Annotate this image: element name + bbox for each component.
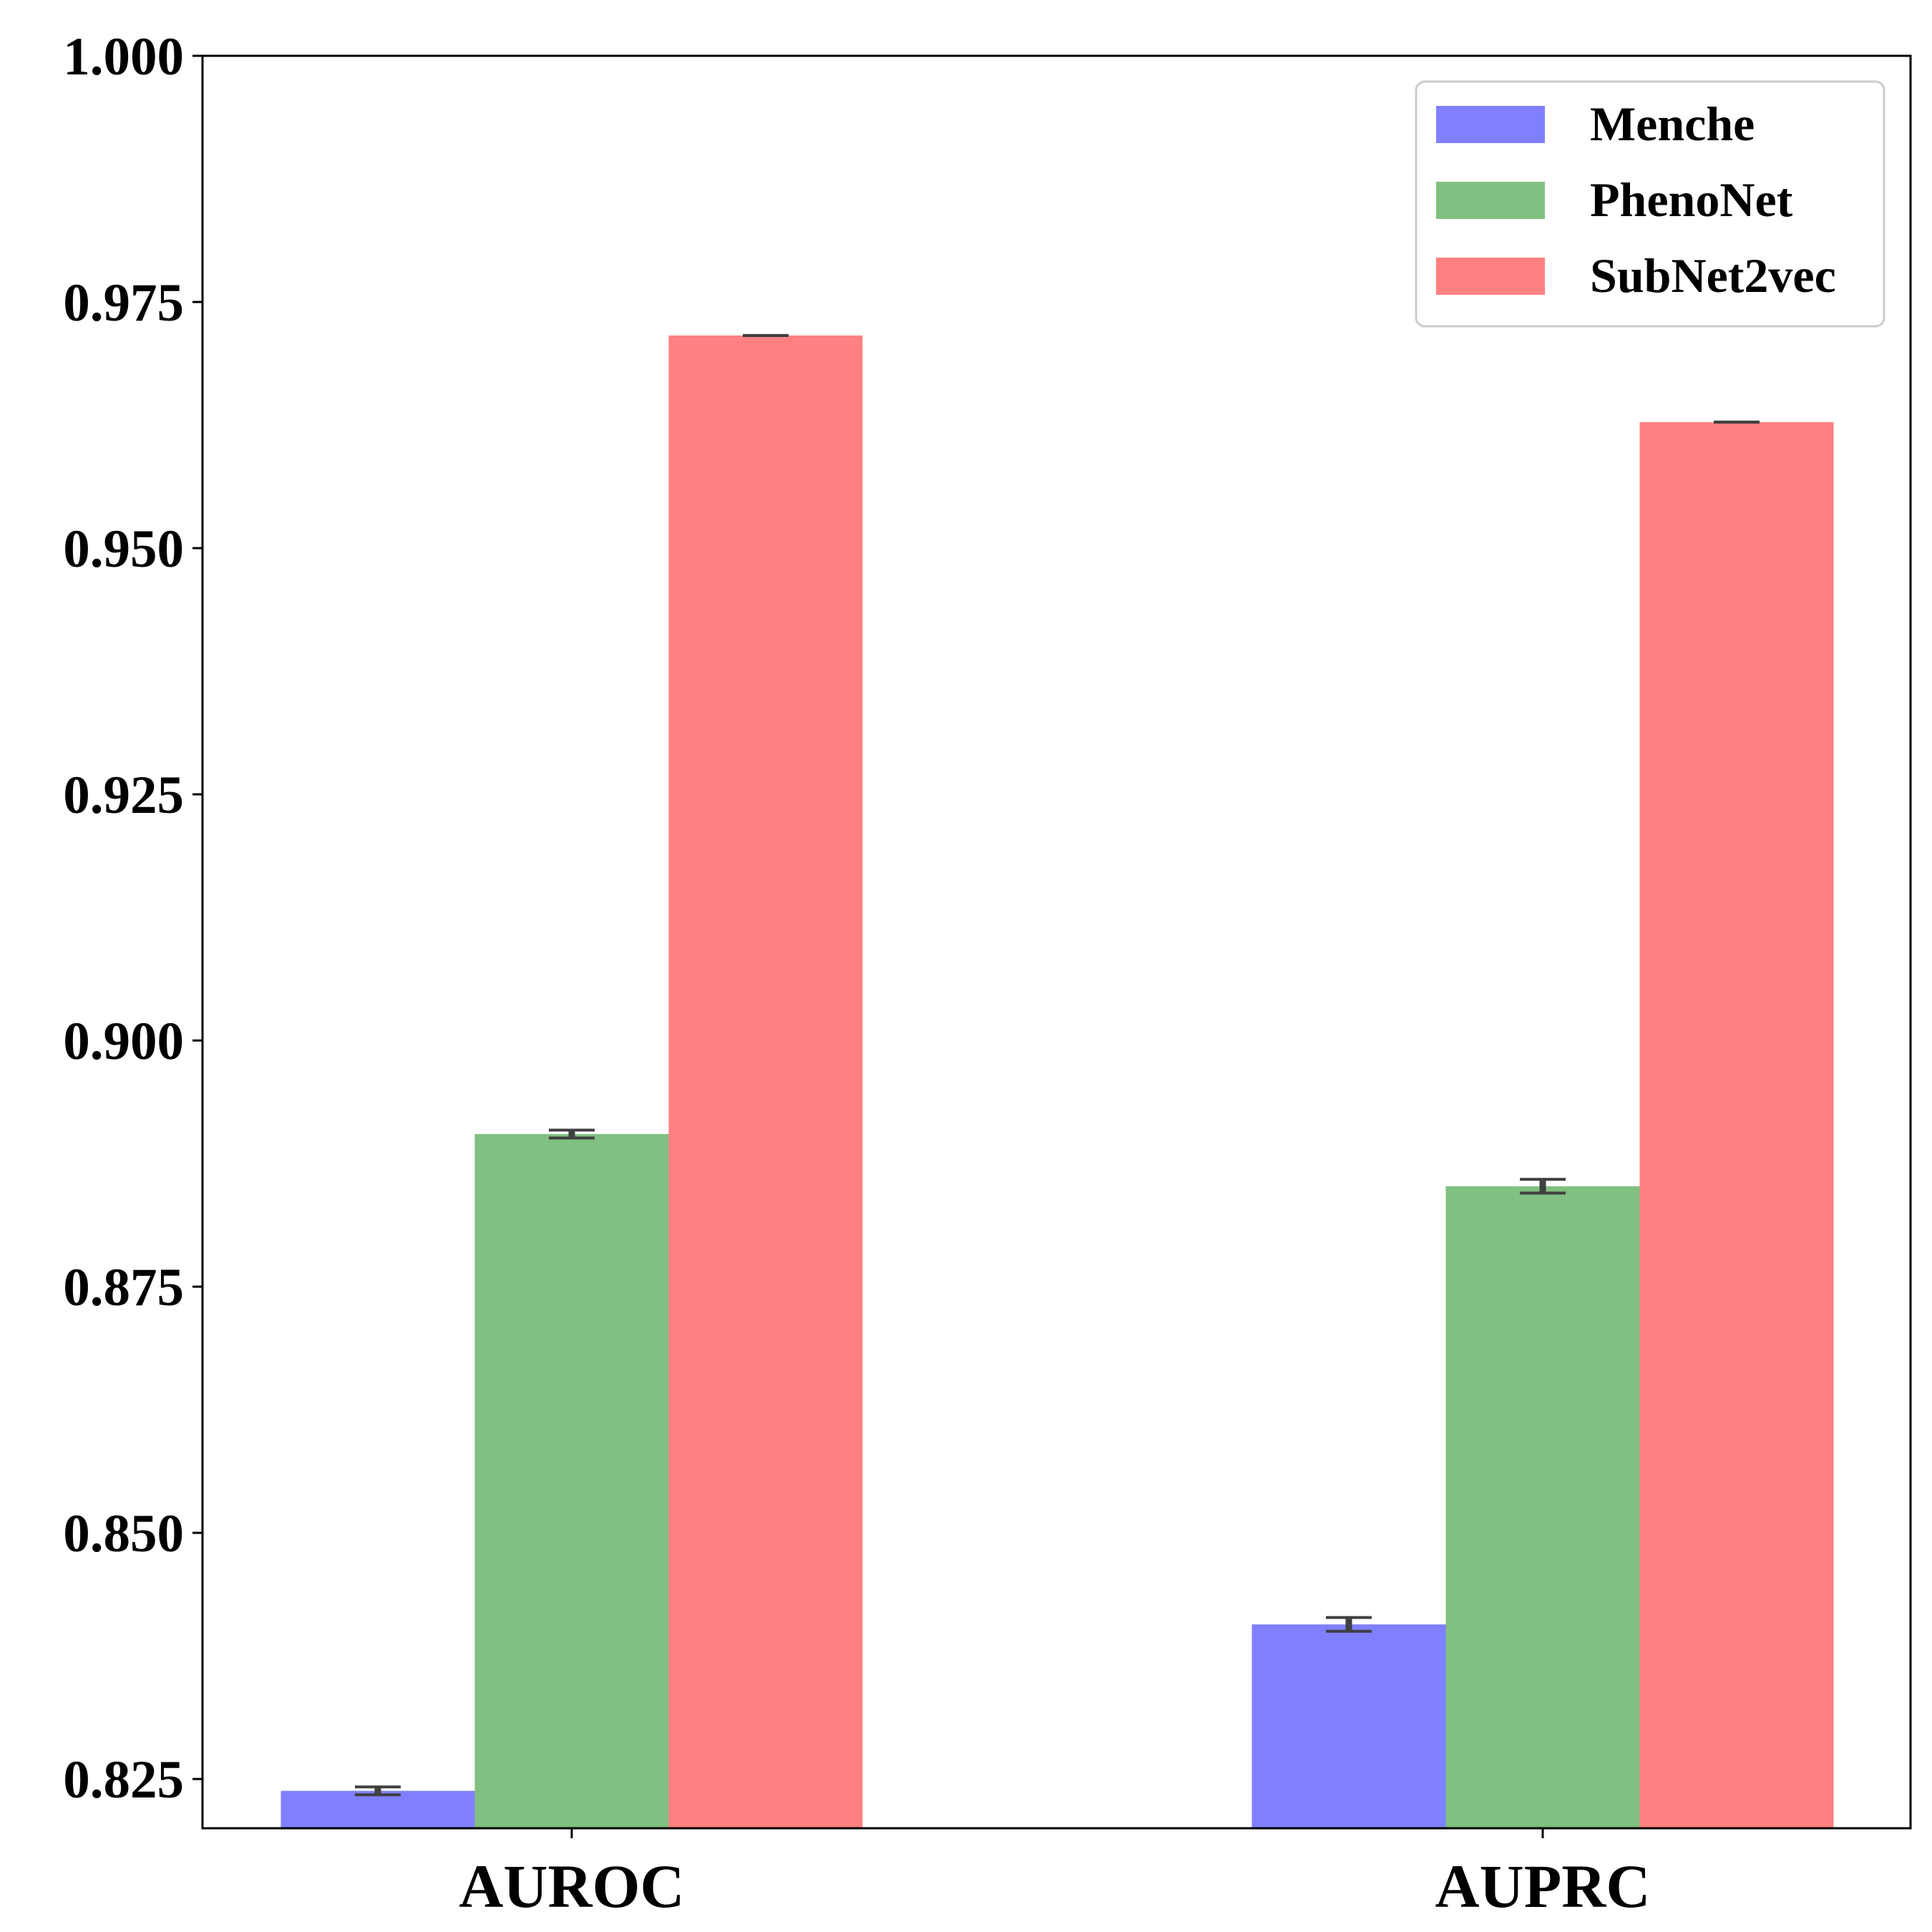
x-tick-label-auprc: AUPRC xyxy=(1435,1852,1651,1921)
legend-swatch-menche xyxy=(1436,106,1545,143)
legend-swatch-subnet2vec xyxy=(1436,258,1545,295)
bar-phenonet-auprc xyxy=(1445,1186,1640,1828)
error-bar-menche-auprc xyxy=(1326,1616,1372,1633)
bars-layer xyxy=(280,335,1834,1829)
y-tick-label: 0.925 xyxy=(63,766,184,825)
y-tick-label: 1.000 xyxy=(63,27,184,87)
bar-menche-auroc xyxy=(280,1790,475,1828)
y-axis: 0.825 0.850 0.875 0.900 0.925 0.950 0.975 1.000 xyxy=(63,27,203,1810)
bar-subnet2vec-auprc xyxy=(1639,421,1834,1828)
y-tick-label: 0.875 xyxy=(63,1258,184,1317)
error-bar-menche-auroc xyxy=(355,1785,401,1797)
y-tick-label: 0.825 xyxy=(63,1750,184,1810)
y-tick-label: 0.975 xyxy=(63,273,184,333)
y-tick-label: 0.900 xyxy=(63,1012,184,1071)
legend-label-subnet2vec: SubNet2vec xyxy=(1590,248,1836,303)
plot-frame xyxy=(201,54,1912,1830)
legend-label-phenonet: PhenoNet xyxy=(1590,172,1793,227)
error-bar-phenonet-auprc xyxy=(1520,1178,1566,1195)
bar-phenonet-auroc xyxy=(474,1133,669,1828)
x-tick-label-auroc: AUROC xyxy=(459,1852,684,1921)
legend: Menche PhenoNet SubNet2vec xyxy=(1415,80,1885,328)
legend-label-menche: Menche xyxy=(1590,97,1755,151)
bar-menche-auprc xyxy=(1252,1624,1446,1828)
bar-subnet2vec-auroc xyxy=(668,335,863,1829)
y-tick-label: 0.850 xyxy=(63,1504,184,1563)
y-tick-label: 0.950 xyxy=(63,519,184,579)
x-axis: AUROC AUPRC xyxy=(459,1828,1650,1921)
error-bars-layer xyxy=(355,333,1760,1797)
error-bar-phenonet-auroc xyxy=(549,1128,595,1140)
legend-swatch-phenonet xyxy=(1436,182,1545,219)
